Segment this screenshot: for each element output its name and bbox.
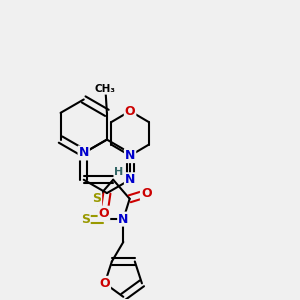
Text: N: N <box>125 149 135 162</box>
Text: O: O <box>141 187 152 200</box>
Text: N: N <box>118 213 128 226</box>
Text: S: S <box>81 213 90 226</box>
Text: N: N <box>79 146 89 160</box>
Text: S: S <box>92 192 101 205</box>
Text: N: N <box>125 173 135 186</box>
Text: O: O <box>99 207 109 220</box>
Text: CH₃: CH₃ <box>95 84 116 94</box>
Text: H: H <box>115 167 124 177</box>
Text: O: O <box>125 105 135 118</box>
Text: O: O <box>99 277 110 290</box>
